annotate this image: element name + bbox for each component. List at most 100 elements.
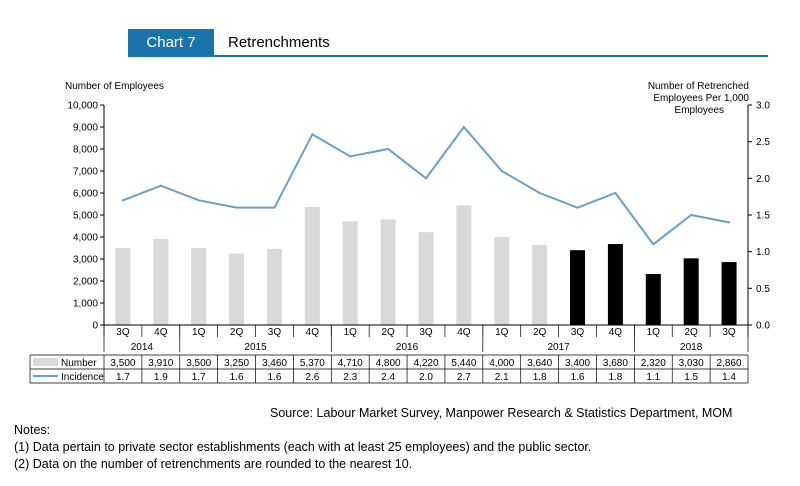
y-left-tick-label: 2,000 xyxy=(73,277,98,288)
table-value-number: 2,320 xyxy=(641,358,666,369)
table-value-number: 3,640 xyxy=(527,358,552,369)
bar-number xyxy=(494,237,510,325)
table-value-number: 3,500 xyxy=(186,358,211,369)
x-tick-label-quarter: 2Q xyxy=(381,327,395,338)
legend-number-label: Number xyxy=(61,358,97,369)
incidence-point xyxy=(652,243,655,246)
notes-title: Notes: xyxy=(14,423,51,437)
bar-number xyxy=(570,250,586,325)
table-value-incidence: 1.9 xyxy=(154,372,168,383)
x-tick-label-quarter: 1Q xyxy=(495,327,509,338)
y-right-tick-label: 1.0 xyxy=(756,247,770,258)
incidence-line xyxy=(122,125,730,246)
table-value-incidence: 2.7 xyxy=(457,372,471,383)
table-value-number: 3,250 xyxy=(224,358,249,369)
bar-number xyxy=(153,238,169,325)
chart-title: Retrenchments xyxy=(228,34,330,51)
table-value-number: 3,400 xyxy=(565,358,590,369)
table-value-number: 4,710 xyxy=(338,358,363,369)
y-right-tick-label: 3.0 xyxy=(756,101,770,112)
notes-block: Notes: (1) Data pertain to private secto… xyxy=(14,422,591,473)
table-value-incidence: 2.0 xyxy=(419,372,433,383)
bar-number xyxy=(607,244,623,325)
retrenchments-chart: Number of Employees Number of Retrenched… xyxy=(29,81,770,384)
incidence-point xyxy=(425,177,427,180)
legend-number-swatch xyxy=(33,358,58,366)
bar-number xyxy=(304,206,320,325)
y-left-tick-label: 8,000 xyxy=(73,145,98,156)
x-tick-label-quarter: 3Q xyxy=(419,327,433,338)
incidence-point xyxy=(728,221,731,224)
x-tick-label-quarter: 1Q xyxy=(647,327,661,338)
x-tick-label-quarter: 4Q xyxy=(306,327,320,338)
table-value-incidence: 1.4 xyxy=(722,372,736,383)
incidence-point xyxy=(235,206,238,209)
table-value-number: 5,370 xyxy=(300,358,325,369)
table-value-number: 4,800 xyxy=(376,358,401,369)
y-right-tick-label: 2.0 xyxy=(756,174,770,185)
y-left-tick-label: 5,000 xyxy=(73,211,98,222)
incidence-point xyxy=(311,133,314,136)
x-tick-label-quarter: 3Q xyxy=(116,327,130,338)
y-right-tick-label: 0.5 xyxy=(756,284,770,295)
incidence-point xyxy=(538,192,541,194)
y-right-tick-label: 1.5 xyxy=(756,211,770,222)
y-axis-right-label-line-1: Number of Retrenched xyxy=(648,81,749,92)
table-value-incidence: 1.1 xyxy=(646,372,660,383)
table-value-number: 3,680 xyxy=(603,358,628,369)
table-value-incidence: 2.6 xyxy=(305,372,319,383)
header-rule xyxy=(214,55,768,57)
table-value-incidence: 1.6 xyxy=(230,372,244,383)
table-value-incidence: 1.8 xyxy=(533,372,547,383)
y-left-tick-label: 4,000 xyxy=(73,233,98,244)
note-1: (1) Data pertain to private sector estab… xyxy=(14,440,592,454)
x-tick-label-quarter: 4Q xyxy=(154,327,168,338)
y-left-tick-label: 9,000 xyxy=(73,123,98,134)
x-tick-label-quarter: 3Q xyxy=(722,327,736,338)
incidence-point xyxy=(197,199,200,202)
incidence-point xyxy=(462,126,465,128)
chart-header: Chart 7 Retrenchments xyxy=(128,29,768,59)
bar-number xyxy=(380,219,396,325)
bar-number xyxy=(456,205,472,325)
x-tick-label-quarter: 1Q xyxy=(192,327,206,338)
table-value-number: 4,000 xyxy=(489,358,514,369)
x-tick-label-year: 2017 xyxy=(547,342,570,353)
note-2: (2) Data on the number of retrenchments … xyxy=(14,457,413,471)
bar-number xyxy=(683,258,699,325)
incidence-point xyxy=(159,184,162,187)
table-value-incidence: 2.3 xyxy=(343,372,357,383)
x-tick-label-year: 2015 xyxy=(244,342,267,353)
y-axis-right-label-line-3: Employees xyxy=(675,105,724,116)
incidence-point xyxy=(576,206,579,209)
y-right-tick-label: 2.5 xyxy=(756,137,770,148)
table-value-number: 3,500 xyxy=(110,358,135,369)
bar-number xyxy=(115,248,131,325)
y-axis-right-label-line-2: Employees Per 1,000 xyxy=(653,93,749,104)
table-value-incidence: 2.1 xyxy=(495,372,509,383)
table-value-number: 4,220 xyxy=(413,358,438,369)
bar-number xyxy=(645,273,661,325)
x-tick-label-year: 2016 xyxy=(396,342,419,353)
y-right-tick-label: 0.0 xyxy=(756,321,770,332)
incidence-point xyxy=(387,148,390,150)
y-left-tick-label: 6,000 xyxy=(73,189,98,200)
bar-number xyxy=(418,232,434,325)
table-value-incidence: 1.7 xyxy=(116,372,130,383)
y-left-tick-label: 10,000 xyxy=(67,101,98,112)
incidence-point xyxy=(614,192,617,194)
table-value-incidence: 1.6 xyxy=(571,372,585,383)
table-value-incidence: 1.6 xyxy=(268,372,282,383)
legend-incidence-label: Incidence xyxy=(61,372,104,383)
x-tick-label-quarter: 2Q xyxy=(230,327,244,338)
bar-number xyxy=(342,221,358,325)
table-value-incidence: 1.5 xyxy=(684,372,698,383)
x-tick-label-year: 2014 xyxy=(131,342,154,353)
table-value-number: 3,030 xyxy=(679,358,704,369)
y-left-tick-label: 3,000 xyxy=(73,255,98,266)
bar-number xyxy=(229,253,245,325)
incidence-point xyxy=(349,155,352,158)
incidence-point xyxy=(121,199,124,202)
chart-number-badge: Chart 7 xyxy=(128,29,214,57)
bar-number xyxy=(266,248,282,325)
